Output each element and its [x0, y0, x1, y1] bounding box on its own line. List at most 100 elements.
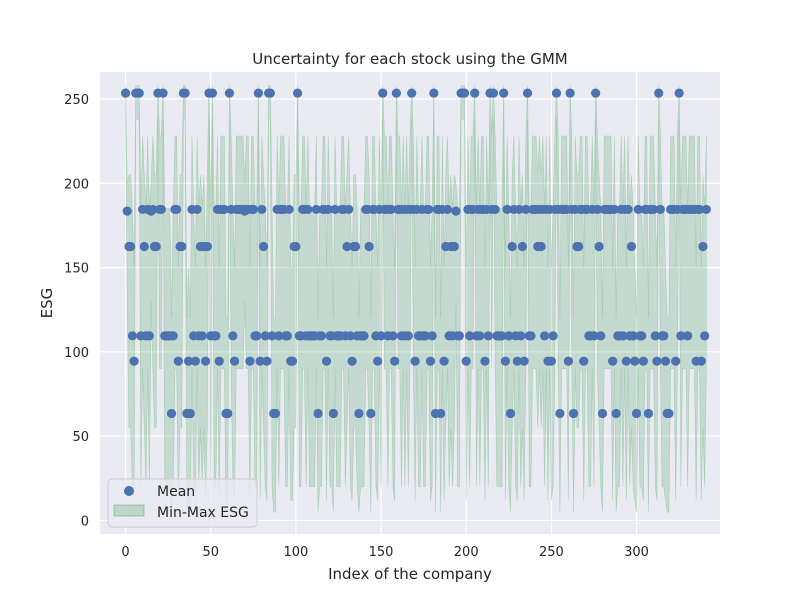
- mean-point: [643, 408, 654, 419]
- mean-point: [499, 88, 509, 98]
- mean-point: [500, 356, 510, 366]
- mean-point: [270, 408, 281, 419]
- mean-point: [168, 331, 178, 341]
- legend-band-swatch: [113, 504, 145, 517]
- mean-point: [258, 241, 269, 252]
- mean-point: [148, 204, 158, 215]
- mean-point: [180, 88, 190, 98]
- mean-point: [211, 331, 221, 341]
- mean-point: [505, 408, 516, 419]
- mean-point: [183, 356, 194, 366]
- chart-title: Uncertainty for each stock using the GMM: [252, 50, 568, 68]
- mean-point: [674, 88, 684, 98]
- mean-point: [659, 331, 669, 341]
- mean-point: [436, 408, 446, 419]
- mean-point: [427, 331, 437, 341]
- y-tick-label: 0: [81, 515, 89, 530]
- mean-point: [502, 204, 512, 215]
- mean-point: [177, 241, 187, 252]
- mean-point: [516, 331, 526, 341]
- mean-point: [623, 204, 633, 215]
- mean-point: [654, 88, 664, 98]
- mean-point: [228, 331, 238, 341]
- mean-point: [158, 88, 168, 98]
- mean-point: [465, 331, 475, 341]
- mean-point: [323, 204, 333, 215]
- y-tick-label: 150: [64, 262, 89, 277]
- x-tick-label: 250: [539, 545, 564, 560]
- x-tick-label: 0: [121, 545, 129, 560]
- mean-point: [655, 204, 665, 215]
- mean-point: [229, 356, 240, 366]
- mean-point: [354, 408, 364, 419]
- mean-point: [475, 331, 485, 341]
- mean-point: [507, 241, 517, 252]
- mean-point: [245, 356, 255, 366]
- mean-point: [192, 204, 202, 215]
- mean-point: [291, 241, 301, 252]
- mean-point: [255, 356, 265, 366]
- mean-point: [350, 241, 361, 252]
- mean-point: [359, 331, 369, 341]
- mean-point: [449, 241, 459, 252]
- mean-point: [129, 356, 139, 366]
- mean-point: [328, 408, 338, 419]
- mean-point: [378, 88, 388, 98]
- mean-point: [676, 331, 686, 341]
- mean-point: [342, 241, 352, 252]
- mean-point: [151, 241, 161, 252]
- mean-point: [156, 204, 166, 215]
- mean-point: [262, 356, 272, 366]
- mean-point: [139, 241, 149, 252]
- mean-point: [683, 331, 693, 341]
- mean-point: [373, 356, 383, 366]
- mean-point: [628, 331, 638, 341]
- mean-point: [311, 204, 321, 215]
- mean-point: [539, 331, 550, 341]
- mean-point: [700, 331, 710, 341]
- mean-point: [555, 408, 565, 419]
- mean-point: [223, 408, 233, 419]
- mean-point: [134, 88, 144, 98]
- tick-labels: 0 50 100 150 200 250 300 0 50 100 150 200 250: [64, 93, 649, 560]
- x-tick-label: 100: [283, 545, 308, 560]
- mean-point: [551, 88, 562, 98]
- mean-point: [630, 356, 640, 366]
- mean-point: [172, 204, 182, 215]
- mean-point: [347, 356, 357, 366]
- mean-point: [519, 356, 529, 366]
- mean-point: [461, 356, 471, 366]
- mean-point: [621, 356, 631, 366]
- x-tick-label: 50: [202, 545, 219, 560]
- mean-point: [173, 356, 183, 366]
- mean-point: [596, 331, 606, 341]
- mean-point: [648, 204, 659, 215]
- mean-point: [652, 356, 662, 366]
- mean-point: [252, 331, 262, 341]
- mean-point: [316, 331, 327, 341]
- mean-point: [454, 331, 464, 341]
- mean-point: [589, 331, 599, 341]
- mean-point: [701, 204, 711, 215]
- mean-point: [407, 88, 417, 98]
- mean-point: [565, 88, 575, 98]
- mean-point: [321, 356, 332, 366]
- mean-point: [517, 241, 528, 252]
- mean-point: [386, 204, 396, 215]
- mean-point: [425, 356, 436, 366]
- mean-point: [303, 204, 313, 215]
- mean-point: [497, 331, 507, 341]
- mean-point: [197, 331, 207, 341]
- mean-point: [594, 241, 604, 252]
- mean-point: [390, 356, 400, 366]
- mean-point: [592, 204, 602, 215]
- mean-point: [202, 241, 212, 252]
- x-tick-label: 300: [624, 545, 649, 560]
- mean-point: [536, 241, 546, 252]
- mean-point: [512, 356, 522, 366]
- mean-point: [618, 331, 628, 341]
- mean-point: [563, 356, 574, 366]
- mean-point: [287, 356, 298, 366]
- x-tick-label: 200: [454, 545, 479, 560]
